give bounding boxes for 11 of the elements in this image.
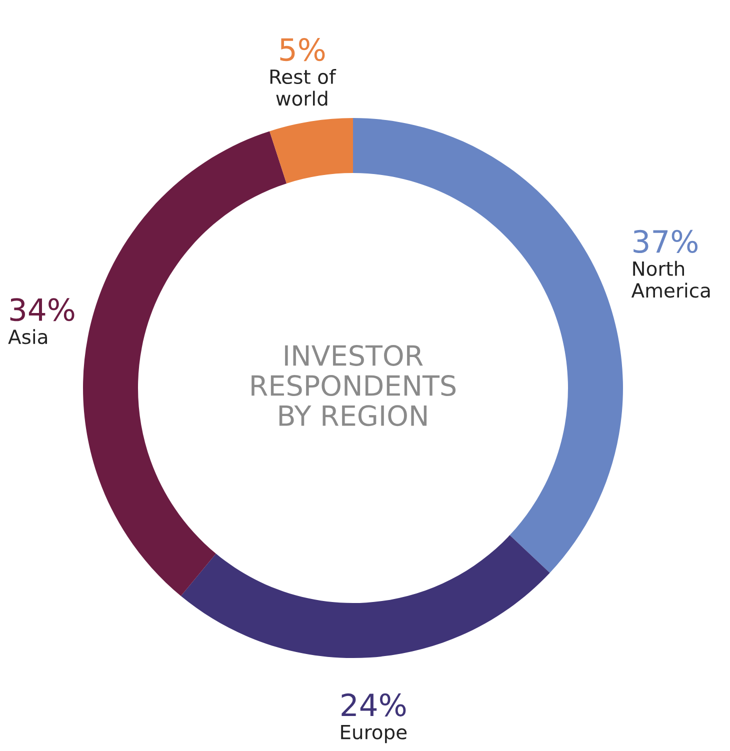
data-label: 24% — [342, 693, 406, 716]
slice-label: Asia — [8, 329, 47, 344]
slice-label: Europe — [341, 724, 407, 744]
slice-label: North America — [631, 260, 710, 298]
donut-slice — [180, 535, 550, 658]
data-label: 34% — [10, 298, 74, 322]
donut-slice — [270, 118, 353, 184]
text: INVESTOR RESPONDENTS BY REGION — [252, 345, 456, 426]
data-label: 5% — [280, 38, 325, 62]
data-label: 37% — [634, 230, 698, 254]
slice-label: Rest of world — [270, 69, 336, 106]
